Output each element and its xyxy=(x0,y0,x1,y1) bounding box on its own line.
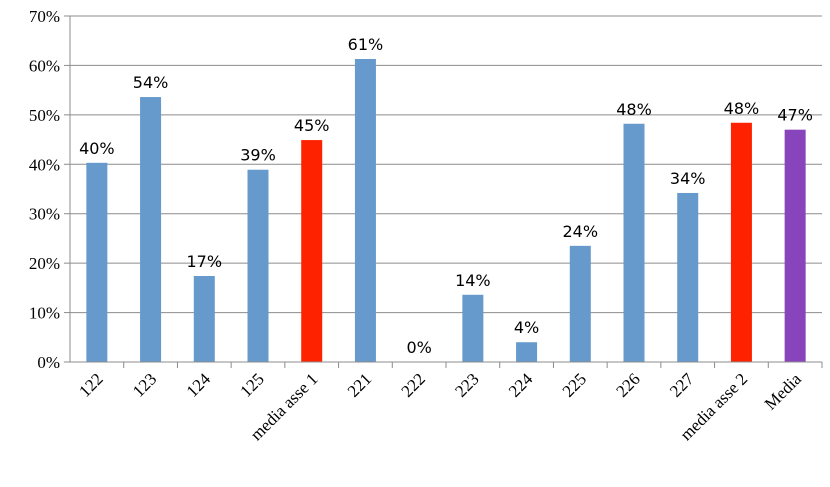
data-label: 47% xyxy=(777,106,813,125)
gridlines xyxy=(64,15,823,368)
y-tick-label: 20% xyxy=(29,254,60,273)
x-tick-label: 125 xyxy=(236,369,267,400)
data-label: 14% xyxy=(455,271,491,290)
x-tick-label: 223 xyxy=(451,369,482,400)
bars xyxy=(86,59,806,362)
data-label: 34% xyxy=(670,169,706,188)
bar xyxy=(86,162,108,362)
x-tick-label: 222 xyxy=(398,369,429,400)
bar xyxy=(301,140,323,362)
y-tick-label: 10% xyxy=(29,304,60,323)
y-axis-tick-labels: 0% 10% 20% 30% 40% 50% 60% 70% xyxy=(29,7,60,372)
data-labels: 40% 54% 17% 39% 45% 61% 0% 14% 4% 24% 48% 34% 48% 47% xyxy=(79,35,813,357)
bar xyxy=(730,122,752,362)
data-label: 48% xyxy=(724,99,760,118)
bar xyxy=(354,59,376,362)
y-tick-label: 30% xyxy=(29,205,60,224)
x-tick-label: 123 xyxy=(129,369,160,400)
x-tick-label: 221 xyxy=(344,369,375,400)
bar xyxy=(784,129,806,362)
y-tick-label: 40% xyxy=(29,155,60,174)
bar xyxy=(516,342,538,362)
x-tick-label: 224 xyxy=(505,369,537,401)
x-tick-label: 225 xyxy=(559,369,590,400)
data-label: 24% xyxy=(563,222,599,241)
y-tick-label: 60% xyxy=(29,56,60,75)
x-tick-label: Media xyxy=(761,369,805,413)
bar xyxy=(623,123,645,362)
bar xyxy=(140,97,162,362)
x-tick-label: 124 xyxy=(183,369,215,401)
y-tick-label: 70% xyxy=(29,7,60,26)
bar xyxy=(193,275,215,362)
bar xyxy=(247,169,269,362)
data-label: 61% xyxy=(348,35,384,54)
data-label: 45% xyxy=(294,116,330,135)
data-label: 48% xyxy=(616,100,652,119)
y-tick-label: 50% xyxy=(29,106,60,125)
data-label: 0% xyxy=(406,338,431,357)
data-label: 40% xyxy=(79,139,115,158)
data-label: 17% xyxy=(187,252,223,271)
x-tick-label: 226 xyxy=(612,369,643,400)
data-label: 4% xyxy=(514,318,539,337)
data-label: 54% xyxy=(133,73,169,92)
x-tick-label: 227 xyxy=(666,369,698,401)
bar xyxy=(569,245,591,362)
data-label: 39% xyxy=(240,146,276,165)
bar xyxy=(677,192,699,362)
x-tick-label: 122 xyxy=(75,369,106,400)
bar xyxy=(462,294,484,362)
y-tick-label: 0% xyxy=(37,353,60,372)
